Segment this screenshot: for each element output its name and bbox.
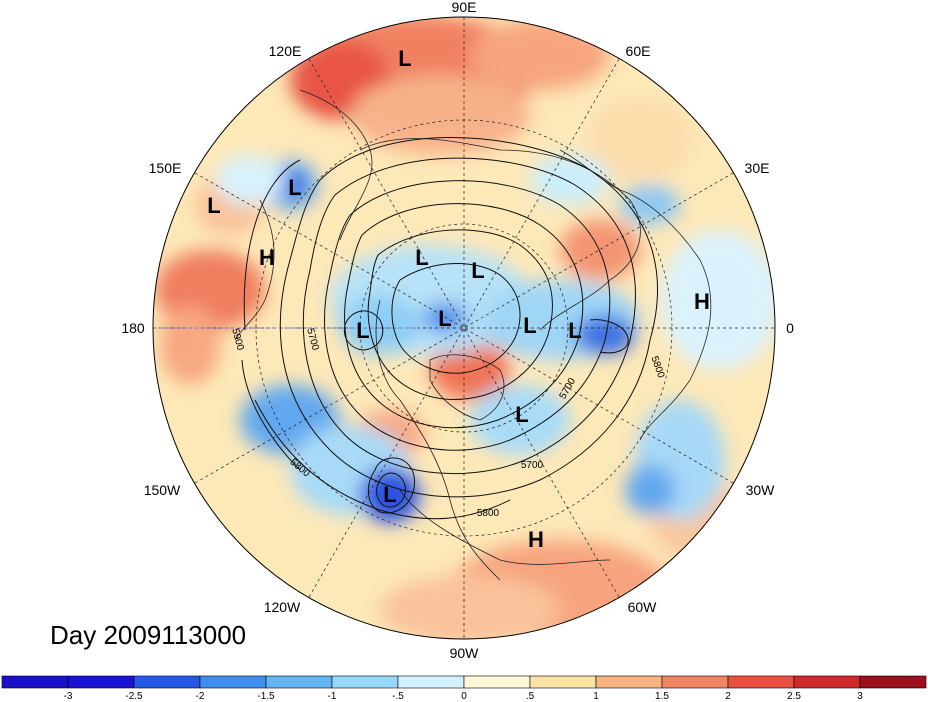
lon-label-0: 0 xyxy=(786,320,794,336)
low-pressure-marker: L xyxy=(207,193,220,218)
colorbar-box xyxy=(463,675,531,689)
colorbar-box xyxy=(595,675,663,689)
colorbar-box xyxy=(265,675,333,689)
colorbar-box xyxy=(859,675,927,689)
colorbar-tick-label: .5 xyxy=(526,691,535,702)
lon-label-120e: 120E xyxy=(269,43,302,59)
low-pressure-marker: L xyxy=(398,46,411,71)
low-pressure-marker: L xyxy=(415,245,428,270)
colorbar-box xyxy=(529,675,597,689)
low-pressure-marker: L xyxy=(523,313,536,338)
colorbar-tick-label: 3 xyxy=(857,691,863,702)
day-label: Day 2009113000 xyxy=(50,620,247,650)
low-pressure-marker: L xyxy=(356,318,369,343)
height-contours xyxy=(241,137,658,520)
colorbar-box xyxy=(199,675,267,689)
lon-label-150w: 150W xyxy=(144,482,181,498)
contour-label: 5800 xyxy=(477,508,500,519)
lon-label-150e: 150E xyxy=(149,160,182,176)
colorbar-tick-label: -3 xyxy=(64,691,73,702)
colorbar-tick-label: 2 xyxy=(725,691,731,702)
colorbar-tick-label: 2.5 xyxy=(787,691,801,702)
low-pressure-marker: L xyxy=(568,318,581,343)
lon-label-60w: 60W xyxy=(628,599,658,615)
lon-label-30w: 30W xyxy=(746,482,776,498)
colorbar-tick-label: -.5 xyxy=(392,691,404,702)
colorbar-box xyxy=(661,675,729,689)
colorbar-box xyxy=(727,675,795,689)
low-pressure-marker: L xyxy=(288,175,301,200)
colorbar-tick-label: -2 xyxy=(196,691,205,702)
graticule xyxy=(153,17,775,639)
colorbar-tick-label: -1 xyxy=(328,691,337,702)
colorbar-tick-label: -1.5 xyxy=(257,691,275,702)
colorbar-box xyxy=(397,675,465,689)
low-pressure-marker: L xyxy=(438,306,451,331)
colorbar-box xyxy=(67,675,135,689)
colorbar-box xyxy=(331,675,399,689)
colorbar-tick-label: 0 xyxy=(461,691,467,702)
colorbar-box xyxy=(793,675,861,689)
colorbar-box xyxy=(1,675,69,689)
high-pressure-marker: H xyxy=(528,527,544,552)
colorbar-box xyxy=(133,675,201,689)
colorbar: -3 -2.5 -2 -1.5 -1 -.5 0 .5 1 1.5 2 2.5 3 xyxy=(1,675,927,702)
lon-label-90w: 90W xyxy=(450,645,480,661)
colorbar-tick-label: -2.5 xyxy=(125,691,143,702)
low-pressure-marker: L xyxy=(471,258,484,283)
colorbar-tick-label: 1 xyxy=(593,691,599,702)
map-boundary xyxy=(152,16,776,640)
high-pressure-marker: H xyxy=(694,289,710,314)
lon-label-60e: 60E xyxy=(626,43,651,59)
contour-label: 5700 xyxy=(521,460,544,471)
low-pressure-marker: L xyxy=(383,482,396,507)
lon-label-180: 180 xyxy=(121,320,145,336)
colorbar-tick-label: 1.5 xyxy=(655,691,669,702)
high-pressure-marker: H xyxy=(259,245,275,270)
lon-label-90e: 90E xyxy=(452,0,477,15)
low-pressure-marker: L xyxy=(515,402,528,427)
lon-label-120w: 120W xyxy=(264,599,301,615)
lon-label-30e: 30E xyxy=(745,160,770,176)
